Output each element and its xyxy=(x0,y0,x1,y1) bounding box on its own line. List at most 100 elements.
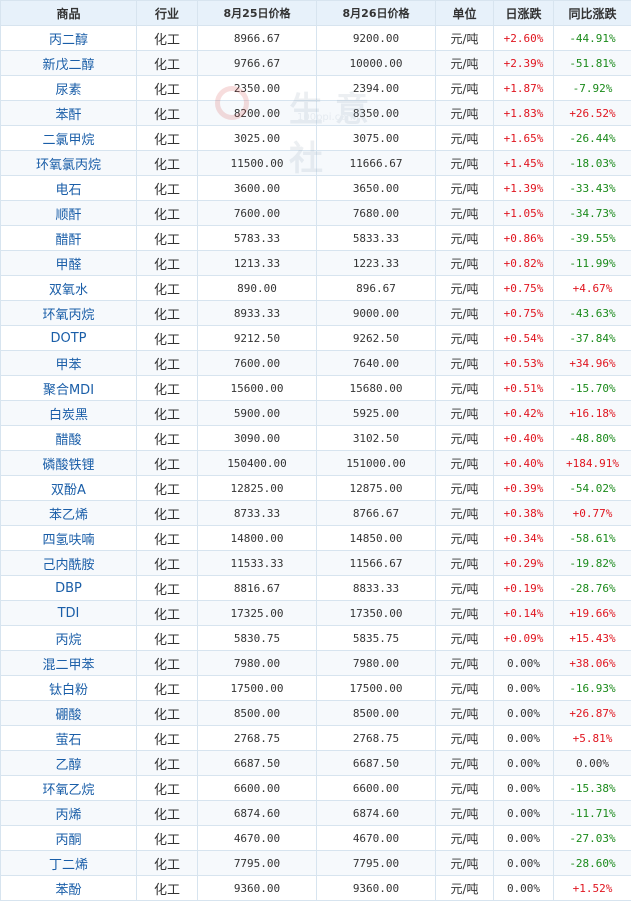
cell-daily-change: 0.00% xyxy=(494,676,554,701)
cell-unit: 元/吨 xyxy=(436,826,494,851)
cell-price-aug25: 11533.33 xyxy=(198,551,317,576)
header-yoy-change[interactable]: 同比涨跌 xyxy=(554,1,631,26)
cell-product-name[interactable]: TDI xyxy=(1,601,137,626)
cell-unit: 元/吨 xyxy=(436,551,494,576)
cell-product-name[interactable]: 甲醛 xyxy=(1,251,137,276)
cell-product-name[interactable]: 双氧水 xyxy=(1,276,137,301)
cell-product-name[interactable]: 丁二烯 xyxy=(1,851,137,876)
cell-unit: 元/吨 xyxy=(436,651,494,676)
cell-price-aug26: 14850.00 xyxy=(317,526,436,551)
cell-product-name[interactable]: 双酚A xyxy=(1,476,137,501)
cell-product-name[interactable]: 苯酐 xyxy=(1,101,137,126)
cell-daily-change: +0.38% xyxy=(494,501,554,526)
cell-product-name[interactable]: 环氧氯丙烷 xyxy=(1,151,137,176)
cell-price-aug26: 15680.00 xyxy=(317,376,436,401)
cell-product-name[interactable]: DOTP xyxy=(1,326,137,351)
cell-product-name[interactable]: 二氯甲烷 xyxy=(1,126,137,151)
cell-daily-change: +0.51% xyxy=(494,376,554,401)
cell-yoy-change: -44.91% xyxy=(554,26,631,51)
cell-product-name[interactable]: 硼酸 xyxy=(1,701,137,726)
cell-unit: 元/吨 xyxy=(436,251,494,276)
header-price-aug25[interactable]: 8月25日价格 xyxy=(198,1,317,26)
cell-product-name[interactable]: 尿素 xyxy=(1,76,137,101)
cell-product-name[interactable]: 萤石 xyxy=(1,726,137,751)
cell-industry: 化工 xyxy=(137,101,198,126)
cell-industry: 化工 xyxy=(137,326,198,351)
header-industry[interactable]: 行业 xyxy=(137,1,198,26)
cell-price-aug25: 9360.00 xyxy=(198,876,317,901)
cell-price-aug25: 7980.00 xyxy=(198,651,317,676)
cell-product-name[interactable]: 醋酸 xyxy=(1,426,137,451)
cell-product-name[interactable]: 环氧丙烷 xyxy=(1,301,137,326)
cell-product-name[interactable]: 四氢呋喃 xyxy=(1,526,137,551)
cell-daily-change: +2.60% xyxy=(494,26,554,51)
cell-unit: 元/吨 xyxy=(436,576,494,601)
cell-yoy-change: -19.82% xyxy=(554,551,631,576)
cell-unit: 元/吨 xyxy=(436,601,494,626)
cell-industry: 化工 xyxy=(137,176,198,201)
cell-industry: 化工 xyxy=(137,276,198,301)
header-daily-change[interactable]: 日涨跌 xyxy=(494,1,554,26)
cell-product-name[interactable]: 白炭黑 xyxy=(1,401,137,426)
header-price-aug26[interactable]: 8月26日价格 xyxy=(317,1,436,26)
cell-price-aug26: 7640.00 xyxy=(317,351,436,376)
cell-product-name[interactable]: 甲苯 xyxy=(1,351,137,376)
cell-product-name[interactable]: 乙醇 xyxy=(1,751,137,776)
cell-product-name[interactable]: 丙烷 xyxy=(1,626,137,651)
cell-product-name[interactable]: 混二甲苯 xyxy=(1,651,137,676)
cell-product-name[interactable]: 丙二醇 xyxy=(1,26,137,51)
cell-industry: 化工 xyxy=(137,851,198,876)
cell-product-name[interactable]: 顺酐 xyxy=(1,201,137,226)
cell-product-name[interactable]: 苯乙烯 xyxy=(1,501,137,526)
header-product[interactable]: 商品 xyxy=(1,1,137,26)
cell-product-name[interactable]: 新戊二醇 xyxy=(1,51,137,76)
cell-industry: 化工 xyxy=(137,751,198,776)
cell-industry: 化工 xyxy=(137,301,198,326)
cell-product-name[interactable]: 磷酸铁锂 xyxy=(1,451,137,476)
cell-industry: 化工 xyxy=(137,776,198,801)
cell-unit: 元/吨 xyxy=(436,201,494,226)
cell-product-name[interactable]: 苯酚 xyxy=(1,876,137,901)
cell-product-name[interactable]: 丙酮 xyxy=(1,826,137,851)
cell-yoy-change: -7.92% xyxy=(554,76,631,101)
cell-yoy-change: -34.73% xyxy=(554,201,631,226)
cell-product-name[interactable]: 电石 xyxy=(1,176,137,201)
cell-price-aug25: 9212.50 xyxy=(198,326,317,351)
cell-price-aug25: 1213.33 xyxy=(198,251,317,276)
cell-yoy-change: -11.99% xyxy=(554,251,631,276)
cell-yoy-change: -26.44% xyxy=(554,126,631,151)
cell-price-aug25: 2768.75 xyxy=(198,726,317,751)
cell-industry: 化工 xyxy=(137,76,198,101)
cell-product-name[interactable]: 聚合MDI xyxy=(1,376,137,401)
cell-unit: 元/吨 xyxy=(436,876,494,901)
cell-product-name[interactable]: 醋酐 xyxy=(1,226,137,251)
cell-product-name[interactable]: 环氧乙烷 xyxy=(1,776,137,801)
cell-daily-change: 0.00% xyxy=(494,776,554,801)
cell-industry: 化工 xyxy=(137,251,198,276)
cell-yoy-change: -11.71% xyxy=(554,801,631,826)
cell-unit: 元/吨 xyxy=(436,226,494,251)
cell-product-name[interactable]: DBP xyxy=(1,576,137,601)
cell-daily-change: +0.40% xyxy=(494,451,554,476)
cell-industry: 化工 xyxy=(137,376,198,401)
header-unit[interactable]: 单位 xyxy=(436,1,494,26)
cell-product-name[interactable]: 丙烯 xyxy=(1,801,137,826)
cell-daily-change: +0.40% xyxy=(494,426,554,451)
cell-price-aug25: 17325.00 xyxy=(198,601,317,626)
cell-daily-change: +0.19% xyxy=(494,576,554,601)
cell-yoy-change: +0.77% xyxy=(554,501,631,526)
cell-price-aug26: 11666.67 xyxy=(317,151,436,176)
cell-unit: 元/吨 xyxy=(436,26,494,51)
cell-product-name[interactable]: 钛白粉 xyxy=(1,676,137,701)
cell-product-name[interactable]: 己内酰胺 xyxy=(1,551,137,576)
cell-daily-change: +1.83% xyxy=(494,101,554,126)
